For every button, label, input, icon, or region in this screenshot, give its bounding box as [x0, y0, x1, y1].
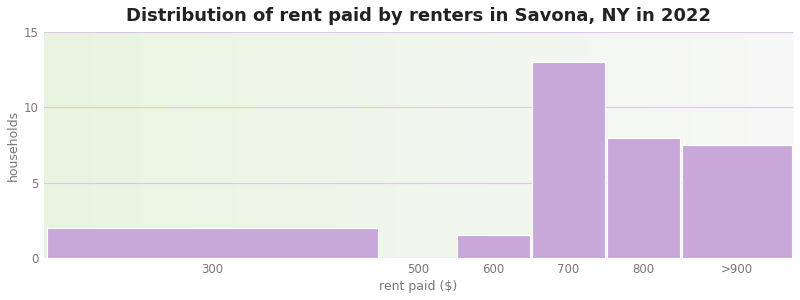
Y-axis label: households: households: [7, 110, 20, 181]
X-axis label: rent paid ($): rent paid ($): [379, 280, 458, 293]
Bar: [47, 228, 378, 258]
Bar: [457, 236, 530, 258]
Bar: [531, 62, 605, 258]
Bar: [682, 145, 792, 258]
Bar: [606, 137, 680, 258]
Title: Distribution of rent paid by renters in Savona, NY in 2022: Distribution of rent paid by renters in …: [126, 7, 711, 25]
